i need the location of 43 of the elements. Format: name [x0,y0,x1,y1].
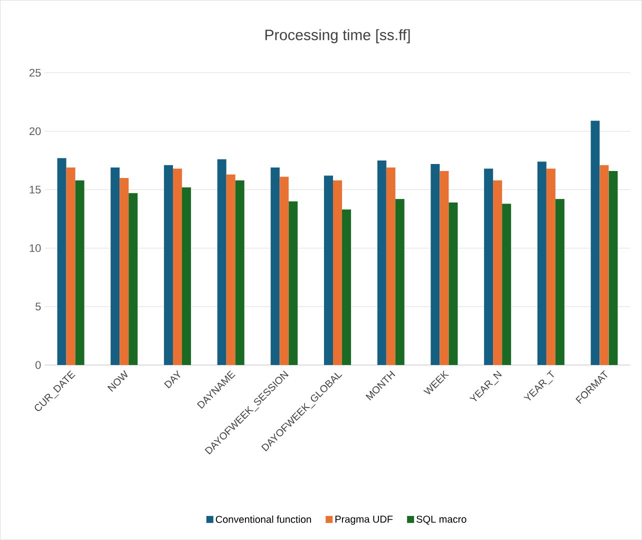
y-tick-label: 10 [30,244,41,252]
bar [590,120,600,366]
bar [600,165,609,366]
bar [430,164,440,366]
bar [288,201,298,366]
bar [377,160,386,366]
bar [270,168,280,366]
bar [502,204,512,366]
y-tick-label: 0 [36,361,41,369]
bar [226,174,236,366]
bar [440,171,449,366]
y-tick-label: 20 [30,127,41,136]
bar [75,180,84,366]
y-tick-label: 25 [30,68,41,77]
bar [128,193,138,366]
bar [342,210,352,366]
bar [333,180,342,366]
y-tick-label: 5 [36,302,41,310]
bar [110,168,120,366]
bar [217,159,226,366]
bar [57,158,66,366]
bar [555,199,564,366]
bar [120,178,129,366]
bar [448,202,458,366]
bar [484,168,494,366]
bar [182,187,191,366]
bar [386,168,396,366]
bar [235,180,244,366]
y-tick-label: 15 [30,186,41,194]
bar [395,199,404,366]
bar [66,168,76,366]
legend-label: Conventional function [216,516,311,523]
bar [164,165,173,366]
bar [172,168,182,366]
legend-label: SQL macro [416,516,466,525]
bar [546,168,556,366]
chart-title: Processing time [ss.ff] [265,29,410,44]
bar [537,162,546,366]
bar [280,176,289,366]
bar [493,180,502,366]
bar [608,171,618,366]
legend-label: Pragma UDF [335,516,393,525]
bar [324,176,334,366]
